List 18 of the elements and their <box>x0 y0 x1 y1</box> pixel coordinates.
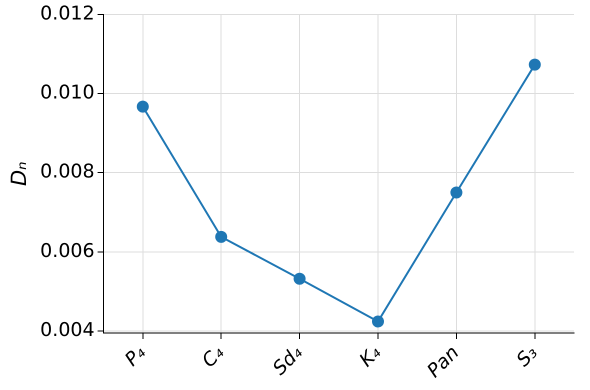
point <box>528 58 541 71</box>
point <box>215 230 228 243</box>
point <box>372 316 384 328</box>
y-tick-label: 0.012 <box>40 2 95 24</box>
y-tick-label: 0.006 <box>40 240 95 262</box>
y-tick-label: 0.010 <box>40 82 95 104</box>
y-axis-title: Dₙ <box>7 161 32 186</box>
x-tick-label: Sd₄ <box>268 341 307 380</box>
x-tick-label: S₃ <box>512 342 542 372</box>
x-tick-label: Pan <box>423 342 464 382</box>
x-tick-label: P₄ <box>120 341 150 371</box>
y-tick-label: 0.008 <box>40 160 95 183</box>
point <box>450 186 462 199</box>
y-tick-label: 0.004 <box>40 318 95 341</box>
x-tick-label: K₄ <box>355 341 386 372</box>
point <box>294 272 306 285</box>
point <box>136 100 149 113</box>
x-tick-label: C₄ <box>198 341 228 372</box>
